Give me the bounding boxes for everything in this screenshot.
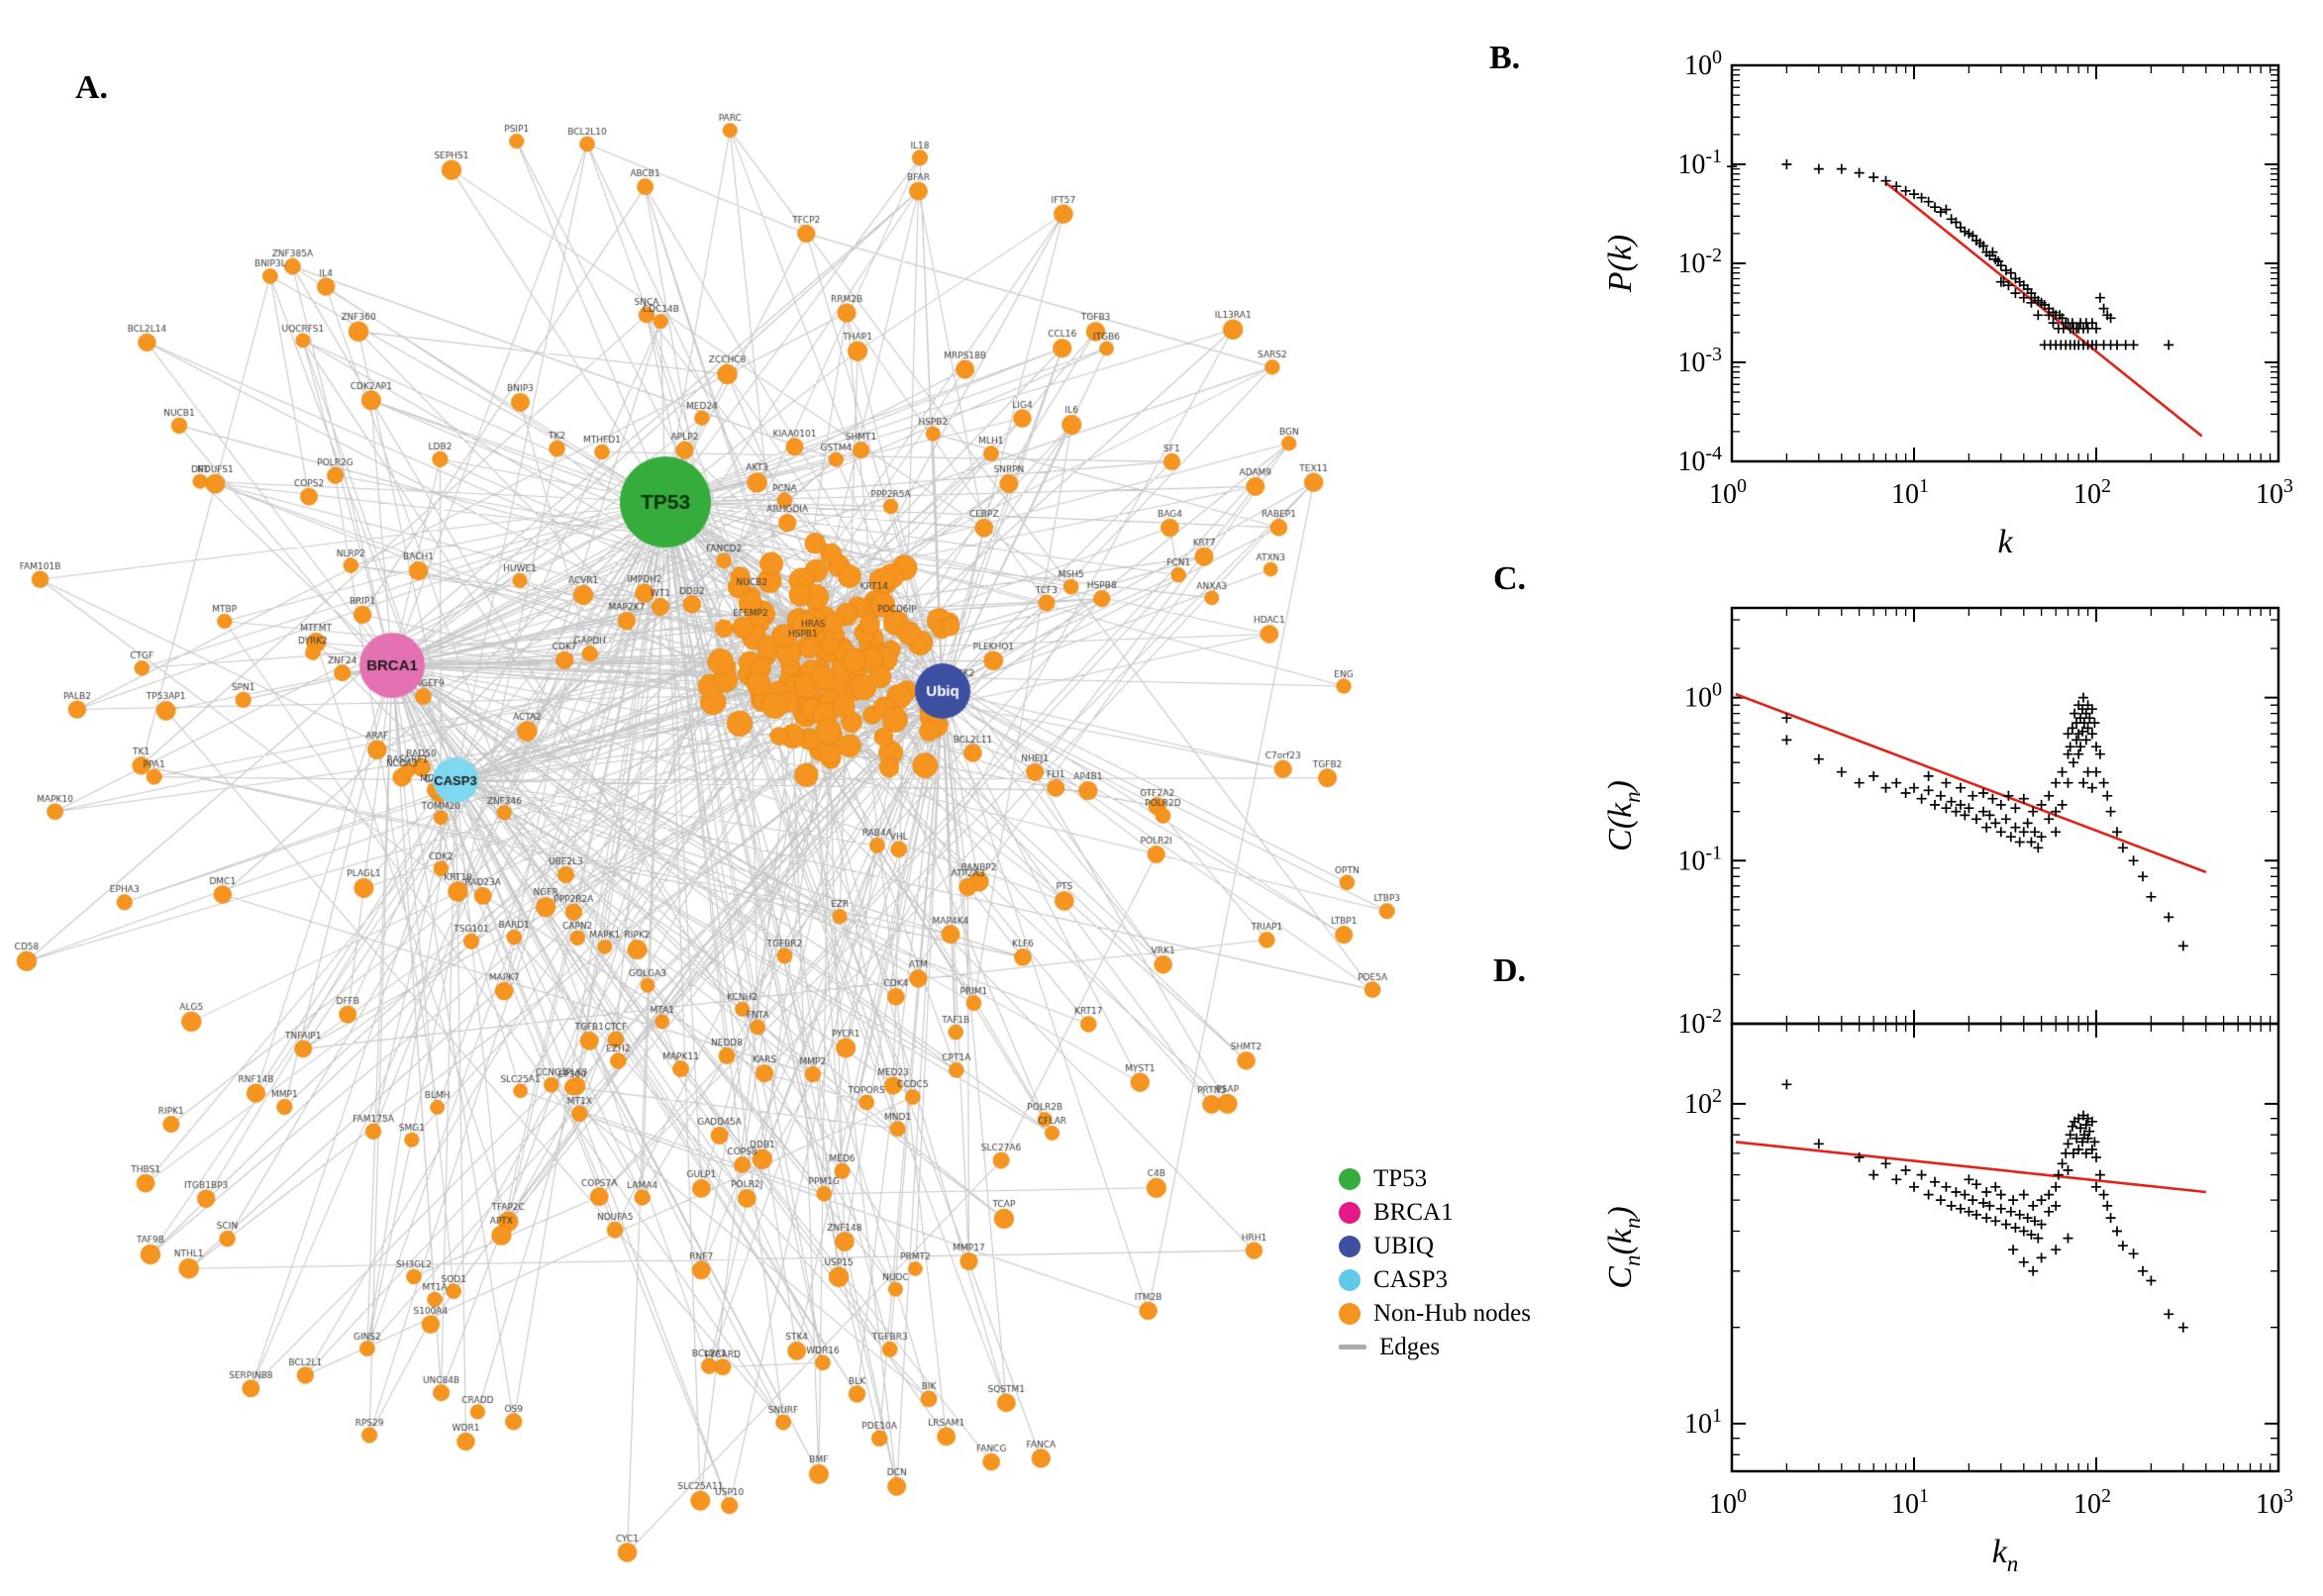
legend-item-ubiq: UBIQ: [1339, 1234, 1531, 1258]
legend-label: Non-Hub nodes: [1373, 1300, 1532, 1327]
network-legend: TP53 BRCA1 UBIQ CASP3 Non-Hub nodes Edge…: [1339, 1166, 1531, 1359]
svg-text:10-2: 10-2: [1677, 245, 1722, 279]
legend-label: CASP3: [1373, 1266, 1449, 1293]
protein-interaction-network: [0, 0, 1485, 1596]
svg-text:102: 102: [2073, 475, 2111, 510]
panel-label-d: D.: [1493, 952, 1527, 989]
legend-item-casp3: CASP3: [1339, 1267, 1531, 1292]
legend-label: TP53: [1373, 1165, 1428, 1192]
legend-label: BRCA1: [1373, 1199, 1454, 1226]
legend-label: UBIQ: [1373, 1233, 1435, 1259]
svg-text:10-3: 10-3: [1677, 344, 1722, 378]
legend-item-nonhub: Non-Hub nodes: [1339, 1301, 1531, 1326]
edge-line-icon: [1339, 1345, 1366, 1349]
svg-text:Cn(kn): Cn(kn): [1602, 1206, 1645, 1288]
svg-text:100: 100: [1684, 47, 1722, 81]
svg-text:k: k: [1997, 524, 2013, 560]
panel-label-b: B.: [1489, 40, 1521, 76]
svg-text:10-1: 10-1: [1677, 146, 1722, 180]
svg-text:C(kn): C(kn): [1602, 780, 1645, 851]
svg-text:P(k): P(k): [1602, 235, 1639, 294]
brca1-dot-icon: [1339, 1201, 1361, 1224]
nonhub-dot-icon: [1339, 1302, 1361, 1325]
panel-label-a: A.: [75, 69, 109, 106]
svg-text:103: 103: [2256, 1485, 2293, 1520]
svg-text:10-4: 10-4: [1677, 443, 1722, 477]
panel-label-c: C.: [1493, 560, 1527, 597]
svg-text:100: 100: [1709, 475, 1747, 510]
svg-text:102: 102: [2073, 1485, 2111, 1520]
svg-text:103: 103: [2256, 475, 2293, 510]
svg-text:102: 102: [1684, 1085, 1722, 1120]
casp3-dot-icon: [1339, 1268, 1361, 1291]
svg-text:101: 101: [1891, 475, 1929, 510]
ubiq-dot-icon: [1339, 1235, 1361, 1257]
svg-text:100: 100: [1684, 679, 1722, 714]
legend-item-brca1: BRCA1: [1339, 1200, 1531, 1225]
svg-text:101: 101: [1684, 1405, 1722, 1440]
legend-item-tp53: TP53: [1339, 1166, 1531, 1191]
legend-item-edges: Edges: [1339, 1335, 1531, 1359]
svg-text:101: 101: [1891, 1485, 1929, 1520]
svg-text:10-1: 10-1: [1677, 842, 1722, 876]
svg-text:100: 100: [1709, 1485, 1747, 1520]
tp53-dot-icon: [1339, 1167, 1361, 1190]
svg-text:kn: kn: [1992, 1534, 2019, 1576]
legend-label: Edges: [1379, 1334, 1441, 1360]
svg-text:10-2: 10-2: [1677, 1005, 1722, 1040]
